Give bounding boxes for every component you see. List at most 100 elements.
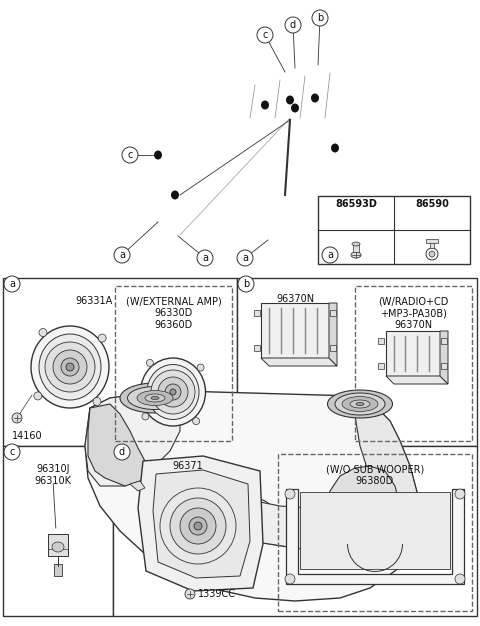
Text: c: c bbox=[9, 447, 15, 457]
Polygon shape bbox=[85, 391, 180, 486]
Polygon shape bbox=[440, 331, 448, 384]
Polygon shape bbox=[261, 358, 337, 366]
Circle shape bbox=[180, 508, 216, 544]
Ellipse shape bbox=[352, 242, 360, 246]
Bar bbox=[54, 564, 62, 576]
Circle shape bbox=[61, 358, 79, 376]
Polygon shape bbox=[300, 492, 450, 569]
Bar bbox=[386, 331, 441, 376]
Circle shape bbox=[122, 147, 138, 163]
Ellipse shape bbox=[171, 190, 179, 200]
Text: (W/RADIO+CD: (W/RADIO+CD bbox=[378, 296, 449, 306]
Circle shape bbox=[197, 250, 213, 266]
Circle shape bbox=[429, 251, 435, 257]
Bar bbox=[353, 244, 359, 252]
Bar bbox=[261, 303, 329, 358]
Polygon shape bbox=[150, 471, 300, 548]
Ellipse shape bbox=[356, 403, 364, 406]
Polygon shape bbox=[329, 303, 337, 366]
Polygon shape bbox=[153, 470, 250, 578]
Bar bbox=[430, 241, 434, 248]
Circle shape bbox=[455, 489, 465, 499]
Bar bbox=[441, 363, 447, 369]
Text: c: c bbox=[127, 150, 132, 160]
Text: 1339CC: 1339CC bbox=[198, 589, 236, 599]
Ellipse shape bbox=[350, 400, 370, 408]
Text: a: a bbox=[9, 279, 15, 289]
Polygon shape bbox=[200, 486, 400, 556]
Text: 96310J: 96310J bbox=[36, 464, 70, 474]
Text: d: d bbox=[290, 20, 296, 30]
Ellipse shape bbox=[31, 326, 109, 408]
Circle shape bbox=[455, 574, 465, 584]
Text: 86590: 86590 bbox=[415, 199, 449, 209]
Circle shape bbox=[285, 574, 295, 584]
Bar bbox=[355, 286, 472, 441]
Ellipse shape bbox=[147, 364, 199, 419]
Ellipse shape bbox=[291, 103, 299, 113]
Text: 96310K: 96310K bbox=[35, 476, 72, 486]
Circle shape bbox=[4, 444, 20, 460]
Ellipse shape bbox=[342, 396, 378, 411]
Circle shape bbox=[66, 363, 74, 371]
Ellipse shape bbox=[141, 358, 205, 426]
Bar bbox=[330, 310, 336, 316]
Circle shape bbox=[4, 276, 20, 292]
Bar bbox=[113, 446, 477, 616]
Polygon shape bbox=[130, 481, 145, 491]
Bar bbox=[254, 310, 260, 316]
Circle shape bbox=[192, 418, 200, 424]
Circle shape bbox=[194, 522, 202, 530]
Ellipse shape bbox=[151, 396, 159, 399]
Bar bbox=[378, 338, 384, 344]
Circle shape bbox=[151, 370, 195, 414]
Circle shape bbox=[160, 488, 236, 564]
Text: 96331A: 96331A bbox=[75, 296, 112, 306]
Circle shape bbox=[257, 27, 273, 43]
Bar bbox=[330, 345, 336, 351]
Bar bbox=[318, 196, 470, 264]
Ellipse shape bbox=[335, 393, 385, 415]
Circle shape bbox=[185, 589, 195, 599]
Ellipse shape bbox=[351, 252, 361, 258]
Ellipse shape bbox=[137, 391, 173, 406]
Circle shape bbox=[158, 377, 188, 407]
Circle shape bbox=[114, 444, 130, 460]
Circle shape bbox=[170, 389, 176, 395]
Polygon shape bbox=[85, 391, 420, 601]
Text: 96370N: 96370N bbox=[395, 320, 432, 330]
Bar bbox=[3, 446, 113, 616]
Text: 14160: 14160 bbox=[12, 431, 43, 441]
Ellipse shape bbox=[39, 334, 101, 400]
Circle shape bbox=[114, 247, 130, 263]
Bar bbox=[237, 278, 477, 446]
Polygon shape bbox=[325, 466, 400, 556]
Ellipse shape bbox=[327, 390, 393, 418]
Text: 86593D: 86593D bbox=[335, 199, 377, 209]
Circle shape bbox=[146, 359, 153, 366]
Circle shape bbox=[285, 489, 295, 499]
Text: d: d bbox=[119, 447, 125, 457]
Circle shape bbox=[189, 517, 207, 535]
Circle shape bbox=[238, 276, 254, 292]
Bar bbox=[278, 454, 472, 611]
Bar bbox=[426, 239, 438, 243]
Text: +MP3-PA30B): +MP3-PA30B) bbox=[380, 308, 447, 318]
Polygon shape bbox=[386, 376, 448, 384]
Circle shape bbox=[98, 334, 106, 342]
Bar bbox=[3, 278, 237, 446]
Circle shape bbox=[170, 498, 226, 554]
Ellipse shape bbox=[261, 101, 269, 110]
Ellipse shape bbox=[52, 542, 64, 552]
Ellipse shape bbox=[128, 386, 182, 409]
Polygon shape bbox=[355, 401, 420, 551]
Ellipse shape bbox=[286, 96, 294, 105]
Text: a: a bbox=[202, 253, 208, 263]
Text: (W/O SUB WOOPER): (W/O SUB WOOPER) bbox=[326, 464, 424, 474]
Circle shape bbox=[312, 10, 328, 26]
Circle shape bbox=[34, 392, 42, 400]
Text: a: a bbox=[327, 250, 333, 260]
Ellipse shape bbox=[145, 394, 165, 402]
Circle shape bbox=[39, 329, 47, 337]
Circle shape bbox=[322, 247, 338, 263]
